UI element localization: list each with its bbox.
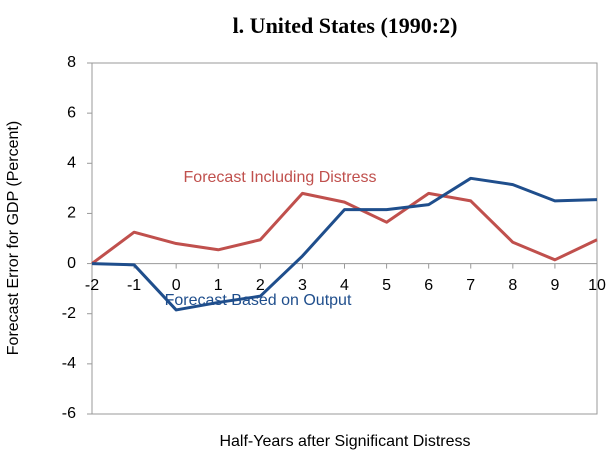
- x-tick-label: 4: [340, 277, 349, 294]
- x-tick-label: 5: [382, 277, 391, 294]
- y-tick-label: 2: [67, 205, 76, 222]
- series-label: Forecast Including Distress: [184, 169, 377, 186]
- chart-title: l. United States (1990:2): [233, 13, 458, 38]
- series-line: [91, 176, 598, 312]
- plot-frame: [91, 62, 598, 415]
- y-tick-label: 6: [67, 104, 76, 121]
- y-axis-label: Forecast Error for GDP (Percent): [5, 121, 22, 355]
- y-tick-label: 0: [67, 255, 76, 272]
- x-tick-label: 6: [424, 277, 433, 294]
- x-tick-label: 9: [550, 277, 559, 294]
- x-tick-label: 1: [214, 277, 223, 294]
- series-label: Forecast Based on Output: [165, 292, 352, 309]
- y-tick-label: 4: [67, 155, 76, 172]
- x-tick-label: -1: [127, 277, 141, 294]
- x-tick-label: 2: [256, 277, 265, 294]
- x-tick-label: 0: [172, 277, 181, 294]
- x-tick-label: 7: [466, 277, 475, 294]
- x-tick-label: 10: [588, 277, 606, 294]
- x-tick-label: 3: [298, 277, 307, 294]
- series-line: [91, 191, 598, 265]
- x-tick-label: -2: [85, 277, 99, 294]
- x-tick-label: 8: [508, 277, 517, 294]
- y-tick-label: -4: [62, 355, 76, 372]
- x-axis-label: Half-Years after Significant Distress: [219, 433, 470, 450]
- y-tick-label: -2: [62, 305, 76, 322]
- y-tick-label: 8: [67, 54, 76, 71]
- y-tick-label: -6: [62, 405, 76, 422]
